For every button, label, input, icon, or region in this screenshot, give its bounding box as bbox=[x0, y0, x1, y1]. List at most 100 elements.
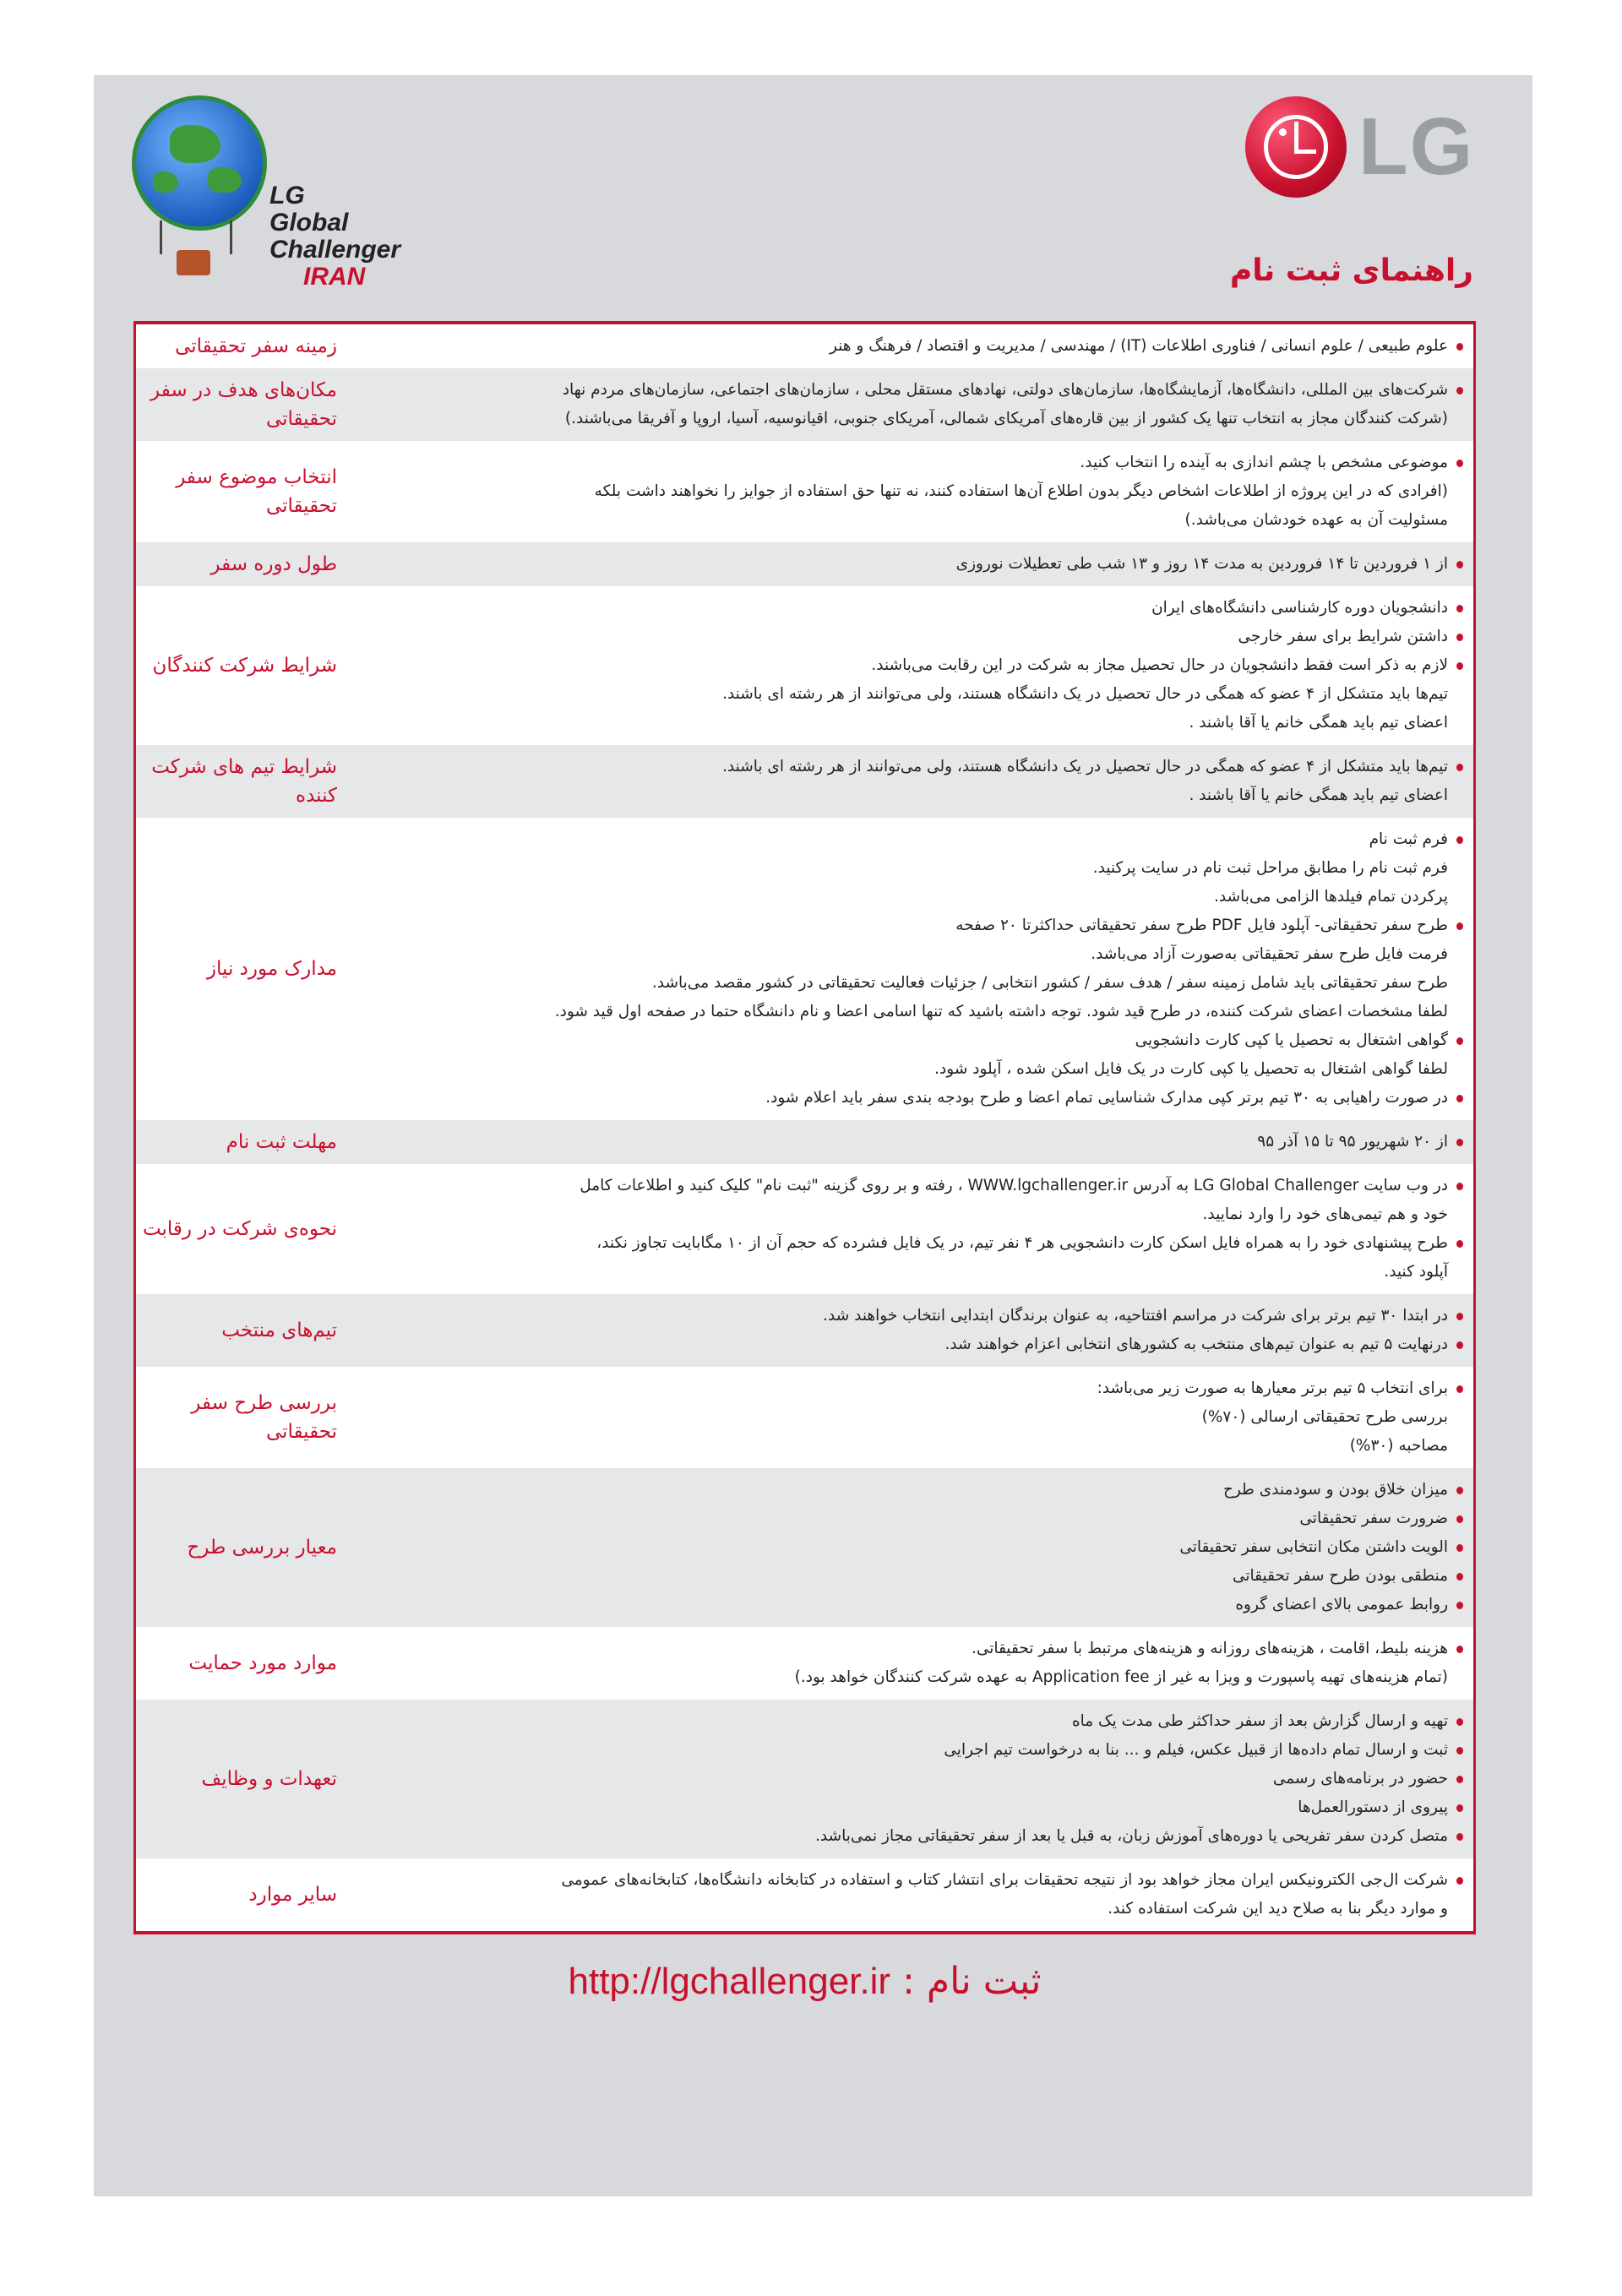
row-label: شرایط شرکت کنندگان bbox=[152, 655, 337, 677]
registration-link[interactable]: http://lgchallenger.ir bbox=[568, 1961, 891, 2002]
continuation-text: مصاحبه (۳۰%) bbox=[1349, 1437, 1448, 1455]
balloon-basket-icon bbox=[177, 250, 210, 275]
row-label: بررسی طرح سفر تحقیقاتی bbox=[191, 1392, 337, 1443]
continuation-text: مسئولیت آن به عهده خودشان می‌باشد.) bbox=[1184, 511, 1448, 529]
bullet-item: فرم ثبت نام bbox=[357, 825, 1465, 854]
bullet-item: روابط عمومی بالای اعضای گروه bbox=[357, 1591, 1465, 1619]
continuation-text: لطفا گواهی اشتغال به تحصیل یا کپی کارت د… bbox=[934, 1060, 1448, 1078]
table-row: طول دوره سفر از ۱ فروردین تا ۱۴ فروردین ب… bbox=[136, 542, 1473, 586]
continuation-text: خود و هم تیمی‌های خود را وارد نمایید. bbox=[1202, 1205, 1448, 1223]
row-label: موارد مورد حمایت bbox=[188, 1652, 337, 1674]
bullet-item: در ابتدا ۳۰ تیم برتر برای شرکت در مراسم … bbox=[357, 1302, 1465, 1330]
table-row: تیم‌های منتخب در ابتدا ۳۰ تیم برتر برای ش… bbox=[136, 1294, 1473, 1367]
row-content: موضوعی مشخص با چشم اندازی به آینده را ان… bbox=[347, 449, 1473, 535]
table-row: سایر موارد شرکت ال‌جی الکترونیکس ایران مج… bbox=[136, 1858, 1473, 1931]
table-row: معیار بررسی طرح میزان خلاق بودن و سودمندی… bbox=[136, 1468, 1473, 1627]
bullet-item: از ۲۰ شهریور ۹۵ تا ۱۵ آذر ۹۵ bbox=[357, 1128, 1465, 1156]
bullet-item: ضرورت سفر تحقیقاتی bbox=[357, 1504, 1465, 1533]
row-content: از ۲۰ شهریور ۹۵ تا ۱۵ آذر ۹۵ bbox=[347, 1128, 1473, 1156]
table-row: نحوه‌ی شرکت در رقابت در وب سایت LG Global… bbox=[136, 1164, 1473, 1294]
bullet-item: برای انتخاب ۵ تیم برتر معیارها به صورت ز… bbox=[357, 1374, 1465, 1403]
row-label: سایر موارد bbox=[248, 1884, 337, 1906]
program-logo-text: LG Global Challenger IRAN bbox=[269, 182, 400, 291]
continuation-text: فرم ثبت نام را مطابق مراحل ثبت نام در سا… bbox=[1092, 859, 1448, 877]
logo-word: Challenger bbox=[269, 236, 401, 264]
bullet-item: موضوعی مشخص با چشم اندازی به آینده را ان… bbox=[357, 449, 1465, 477]
lg-logo-text: LG bbox=[1358, 101, 1475, 192]
bullet-item: تهیه و ارسال گزارش بعد از سفر حداکثر طی … bbox=[357, 1707, 1465, 1736]
footer-registration: ثبت نام : http://lgchallenger.ir bbox=[133, 1956, 1476, 2007]
row-content: از ۱ فروردین تا ۱۴ فروردین به مدت ۱۴ روز… bbox=[347, 550, 1473, 579]
row-label: مدارک مورد نیاز bbox=[206, 958, 337, 980]
globe-balloon-icon bbox=[132, 95, 267, 231]
bullet-item: گواهی اشتغال به تحصیل یا کپی کارت دانشجو… bbox=[357, 1026, 1465, 1055]
logo-word: LG bbox=[269, 182, 305, 209]
row-content: هزینه بلیط، اقامت ، هزینه‌های روزانه و ه… bbox=[347, 1635, 1473, 1692]
bullet-item: طرح پیشنهادی خود را به همراه فایل اسکن ک… bbox=[357, 1229, 1465, 1258]
continuation-text: بررسی طرح تحقیقاتی ارسالی (۷۰%) bbox=[1201, 1408, 1448, 1426]
bullet-item: در وب سایت LG Global Challenger به آدرس … bbox=[357, 1172, 1465, 1200]
row-label: شرایط تیم های شرکت کننده bbox=[151, 756, 337, 807]
table-row: مدارک مورد نیاز فرم ثبت نام فرم ثبت نام را… bbox=[136, 818, 1473, 1120]
bullet-item: تیم‌ها باید متشکل از ۴ عضو که همگی در حا… bbox=[357, 753, 1465, 781]
bullet-item: هزینه بلیط، اقامت ، هزینه‌های روزانه و ه… bbox=[357, 1635, 1465, 1663]
lg-face-icon bbox=[1245, 95, 1347, 198]
continuation-text: (شرکت کنندگان مجاز به انتخاب تنها یک کشو… bbox=[564, 410, 1448, 427]
row-label: مهلت ثبت نام bbox=[226, 1131, 337, 1153]
row-label: زمینه سفر تحقیقاتی bbox=[175, 335, 337, 357]
table-row: موارد مورد حمایت هزینه بلیط، اقامت ، هزین… bbox=[136, 1627, 1473, 1700]
bullet-item: داشتن شرایط برای سفر خارجی bbox=[357, 623, 1465, 651]
footer-label: ثبت نام : bbox=[902, 1960, 1042, 2003]
continuation-text: پرکردن تمام فیلدها الزامی می‌باشد. bbox=[1214, 888, 1448, 906]
row-label: تعهدات و وظایف bbox=[201, 1768, 337, 1790]
row-content: در ابتدا ۳۰ تیم برتر برای شرکت در مراسم … bbox=[347, 1302, 1473, 1359]
continuation-text: و موارد دیگر بنا به صلاح دید این شرکت اس… bbox=[1108, 1900, 1448, 1918]
row-label: طول دوره سفر bbox=[210, 553, 337, 575]
balloon-ropes-icon bbox=[160, 220, 232, 254]
table-row: بررسی طرح سفر تحقیقاتی برای انتخاب ۵ تیم … bbox=[136, 1367, 1473, 1468]
row-label: نحوه‌ی شرکت در رقابت bbox=[142, 1218, 337, 1240]
bullet-item: میزان خلاق بودن و سودمندی طرح bbox=[357, 1476, 1465, 1504]
row-content: تیم‌ها باید متشکل از ۴ عضو که همگی در حا… bbox=[347, 753, 1473, 810]
table-row: انتخاب موضوع سفر تحقیقاتی موضوعی مشخص با … bbox=[136, 441, 1473, 542]
row-label: معیار بررسی طرح bbox=[187, 1537, 337, 1559]
bullet-item: متصل کردن سفر تفریحی یا دوره‌های آموزش ز… bbox=[357, 1822, 1465, 1851]
continuation-text: اعضای تیم باید همگی خانم یا آقا باشند . bbox=[1189, 786, 1448, 804]
continuation-text: لطفا مشخصات اعضای شرکت کننده، در طرح قید… bbox=[554, 1003, 1448, 1020]
content-flow: زمینه سفر تحقیقاتی علوم طبیعی / علوم انسا… bbox=[133, 321, 1476, 2007]
bullet-item: شرکت‌های بین المللی، دانشگاه‌ها، آزمایشگ… bbox=[357, 376, 1465, 405]
bullet-item: در صورت راهیابی به ۳۰ تیم برتر کپی مدارک… bbox=[357, 1084, 1465, 1113]
table-row: زمینه سفر تحقیقاتی علوم طبیعی / علوم انسا… bbox=[136, 324, 1473, 368]
continuation-text: تیم‌ها باید متشکل از ۴ عضو که همگی در حا… bbox=[722, 685, 1448, 703]
continuation-text: (افرادی که در این پروژه از اطلاعات اشخاص… bbox=[594, 482, 1448, 500]
bullet-item: از ۱ فروردین تا ۱۴ فروردین به مدت ۱۴ روز… bbox=[357, 550, 1465, 579]
continuation-text: فرمت فایل طرح سفر تحقیقاتی به‌صورت آزاد … bbox=[1091, 945, 1448, 963]
row-content: علوم طبیعی / علوم انسانی / فناوری اطلاعا… bbox=[347, 332, 1473, 361]
logo-word: Global bbox=[269, 209, 349, 237]
bullet-item: لازم به ذکر است فقط دانشجویان در حال تحص… bbox=[357, 651, 1465, 680]
lg-global-challenger-logo: LG Global Challenger IRAN bbox=[130, 94, 400, 292]
bullet-item: علوم طبیعی / علوم انسانی / فناوری اطلاعا… bbox=[357, 332, 1465, 361]
row-content: فرم ثبت نام فرم ثبت نام را مطابق مراحل ثب… bbox=[347, 825, 1473, 1113]
page-title: راهنمای ثبت نام bbox=[1229, 253, 1473, 288]
bullet-item: الویت داشتن مکان انتخابی سفر تحقیقاتی bbox=[357, 1533, 1465, 1562]
bullet-item: ثبت و ارسال تمام داده‌ها از قبیل عکس، فی… bbox=[357, 1736, 1465, 1765]
bullet-item: حضور در برنامه‌های رسمی bbox=[357, 1765, 1465, 1793]
table-row: شرایط شرکت کنندگان دانشجویان دوره کارشناس… bbox=[136, 586, 1473, 745]
row-content: شرکت ال‌جی الکترونیکس ایران مجاز خواهد ب… bbox=[347, 1866, 1473, 1923]
bullet-item: درنهایت ۵ تیم به عنوان تیم‌های منتخب به … bbox=[357, 1330, 1465, 1359]
row-content: میزان خلاق بودن و سودمندی طرح ضرورت سفر ت… bbox=[347, 1476, 1473, 1619]
bullet-item: دانشجویان دوره کارشناسی دانشگاه‌های ایرا… bbox=[357, 594, 1465, 623]
row-content: برای انتخاب ۵ تیم برتر معیارها به صورت ز… bbox=[347, 1374, 1473, 1461]
row-label: انتخاب موضوع سفر تحقیقاتی bbox=[176, 466, 337, 517]
row-label: مکان‌های هدف در سفر تحقیقاتی bbox=[150, 379, 337, 430]
lg-brand-logo: LG bbox=[1245, 94, 1482, 199]
bullet-item: شرکت ال‌جی الکترونیکس ایران مجاز خواهد ب… bbox=[357, 1866, 1465, 1895]
bullet-item: منطقی بودن طرح سفر تحقیقاتی bbox=[357, 1562, 1465, 1591]
continuation-text: آپلود کنید. bbox=[1384, 1263, 1448, 1281]
table-row: شرایط تیم های شرکت کننده تیم‌ها باید متشک… bbox=[136, 745, 1473, 818]
registration-guide-table: زمینه سفر تحقیقاتی علوم طبیعی / علوم انسا… bbox=[133, 321, 1476, 1934]
continuation-text: طرح سفر تحقیقاتی باید شامل زمینه سفر / ه… bbox=[651, 974, 1448, 992]
bullet-item: طرح سفر تحقیقاتی- آپلود فایل PDF طرح سفر… bbox=[357, 911, 1465, 940]
row-content: تهیه و ارسال گزارش بعد از سفر حداکثر طی … bbox=[347, 1707, 1473, 1851]
